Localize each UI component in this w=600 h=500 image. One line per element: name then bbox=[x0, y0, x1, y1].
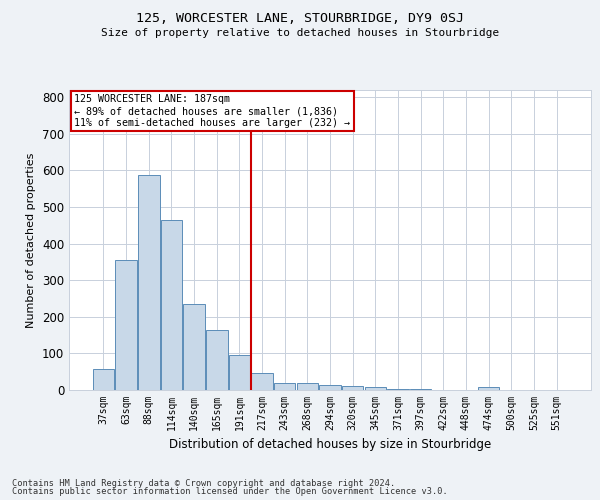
Text: Contains HM Land Registry data © Crown copyright and database right 2024.: Contains HM Land Registry data © Crown c… bbox=[12, 478, 395, 488]
Bar bbox=[319, 384, 341, 390]
Bar bbox=[342, 386, 364, 390]
Bar bbox=[138, 175, 160, 390]
X-axis label: Distribution of detached houses by size in Stourbridge: Distribution of detached houses by size … bbox=[169, 438, 491, 452]
Y-axis label: Number of detached properties: Number of detached properties bbox=[26, 152, 37, 328]
Text: 125 WORCESTER LANE: 187sqm
← 89% of detached houses are smaller (1,836)
11% of s: 125 WORCESTER LANE: 187sqm ← 89% of deta… bbox=[74, 94, 350, 128]
Bar bbox=[365, 388, 386, 390]
Bar bbox=[387, 389, 409, 390]
Bar bbox=[93, 369, 114, 390]
Bar bbox=[115, 260, 137, 390]
Bar bbox=[478, 387, 499, 390]
Bar bbox=[274, 382, 295, 390]
Text: 125, WORCESTER LANE, STOURBRIDGE, DY9 0SJ: 125, WORCESTER LANE, STOURBRIDGE, DY9 0S… bbox=[136, 12, 464, 26]
Bar bbox=[184, 304, 205, 390]
Bar bbox=[161, 220, 182, 390]
Text: Contains public sector information licensed under the Open Government Licence v3: Contains public sector information licen… bbox=[12, 487, 448, 496]
Bar bbox=[251, 373, 273, 390]
Text: Size of property relative to detached houses in Stourbridge: Size of property relative to detached ho… bbox=[101, 28, 499, 38]
Bar bbox=[296, 384, 318, 390]
Bar bbox=[206, 330, 227, 390]
Bar bbox=[229, 355, 250, 390]
